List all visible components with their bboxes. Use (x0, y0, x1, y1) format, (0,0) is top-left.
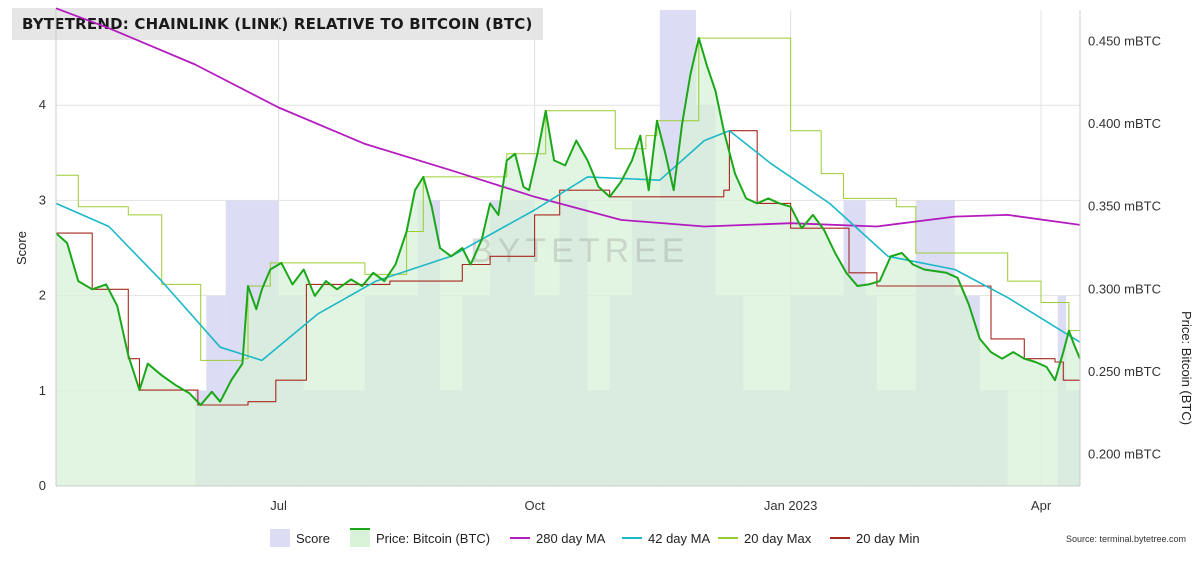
series-line-42-day-ma (55, 129, 1081, 362)
axes: 0 1 2 3 4 0.200 mBTC 0.250 mBTC 0.300 mBTC 0.350… (14, 10, 1194, 513)
y-left-tick-label: 1 (39, 383, 46, 398)
series-line-20-day-min (56, 130, 1080, 406)
x-tick-label: Oct (524, 498, 545, 513)
legend-label: 42 day MA (648, 531, 710, 546)
y-right-tick-label: 0.200 mBTC (1088, 447, 1161, 462)
chart-title: BYTETREND: CHAINLINK (LINK) RELATIVE TO … (12, 8, 543, 40)
series-line-280-day-ma (55, 7, 1081, 228)
x-tick-label: Jan 2023 (764, 498, 818, 513)
legend-label: 20 day Min (856, 531, 920, 546)
y-right-axis-title: Price: Bitcoin (BTC) (1179, 311, 1194, 425)
legend-label: Price: Bitcoin (BTC) (376, 531, 490, 546)
y-right-tick-label: 0.350 mBTC (1088, 199, 1161, 214)
price-area (56, 38, 1080, 486)
watermark-text: BYTETREE (470, 232, 689, 270)
y-left-tick-label: 4 (39, 97, 46, 112)
x-tick-label: Jul (270, 498, 287, 513)
source-credit: Source: terminal.bytetree.com (1065, 534, 1186, 544)
series-lines (55, 7, 1081, 406)
legend-label: 280 day MA (536, 531, 606, 546)
y-right-tick-label: 0.400 mBTC (1088, 116, 1161, 131)
price-area-fill (56, 38, 1080, 486)
y-left-tick-label: 3 (39, 192, 46, 207)
y-left-axis-title: Score (14, 231, 29, 265)
y-left-tick-label: 2 (39, 288, 46, 303)
y-right-tick-label: 0.250 mBTC (1088, 364, 1161, 379)
legend-swatch-score (270, 529, 290, 547)
x-tick-label: Apr (1031, 498, 1052, 513)
y-right-tick-label: 0.300 mBTC (1088, 281, 1161, 296)
series-line-price-bitcoin-btc- (55, 37, 1081, 406)
y-left-tick-label: 0 (39, 478, 46, 493)
legend-swatch-price (350, 529, 370, 547)
y-right-tick-label: 0.450 mBTC (1088, 33, 1161, 48)
legend: Score Price: Bitcoin (BTC) 280 day MA 42 da… (270, 528, 920, 547)
legend-label: Score (296, 531, 330, 546)
legend-label: 20 day Max (744, 531, 812, 546)
